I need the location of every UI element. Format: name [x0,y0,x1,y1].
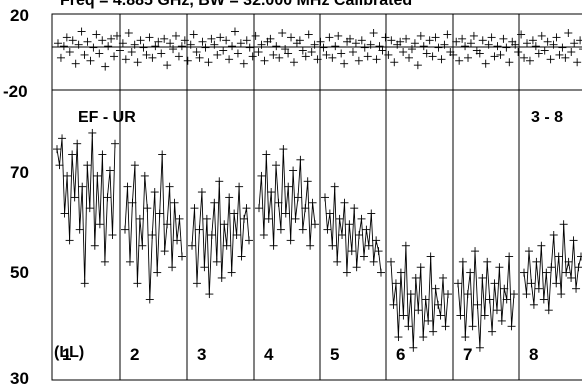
panel-3-series-line [191,181,250,295]
baseline-label: EF - UR [78,109,136,126]
main-ytick-50: 50 [10,263,29,282]
panel-4-series-line [258,149,316,246]
main-ytick-70: 70 [10,163,29,182]
panel-label-8: 8 [529,345,538,364]
panel-label-4: 4 [264,345,274,364]
main-plot-frame [51,89,582,381]
panel-5-series-line [324,186,382,273]
panel-label-5: 5 [330,345,339,364]
panel-1-series-line [56,132,116,284]
panel-label-6: 6 [396,345,405,364]
panel-label-2: 2 [130,345,139,364]
subbands-label: 3 - 8 [531,109,563,126]
main-ytick-30: 30 [10,369,29,384]
panel-label-3: 3 [197,345,206,364]
polarization-label: (LL) [54,344,84,361]
panel-label-1: 1 [62,345,71,364]
panel-label-7: 7 [463,345,472,364]
strip-ytick-top: 20 [10,6,29,25]
panel-6-series-line [390,245,449,348]
chart-header: Freq = 4.885 GHz, BW = 32.000 MHz Calibr… [60,0,412,9]
strip-ytick-bottom: -20 [3,82,28,101]
panel-2-series-line [124,154,183,300]
